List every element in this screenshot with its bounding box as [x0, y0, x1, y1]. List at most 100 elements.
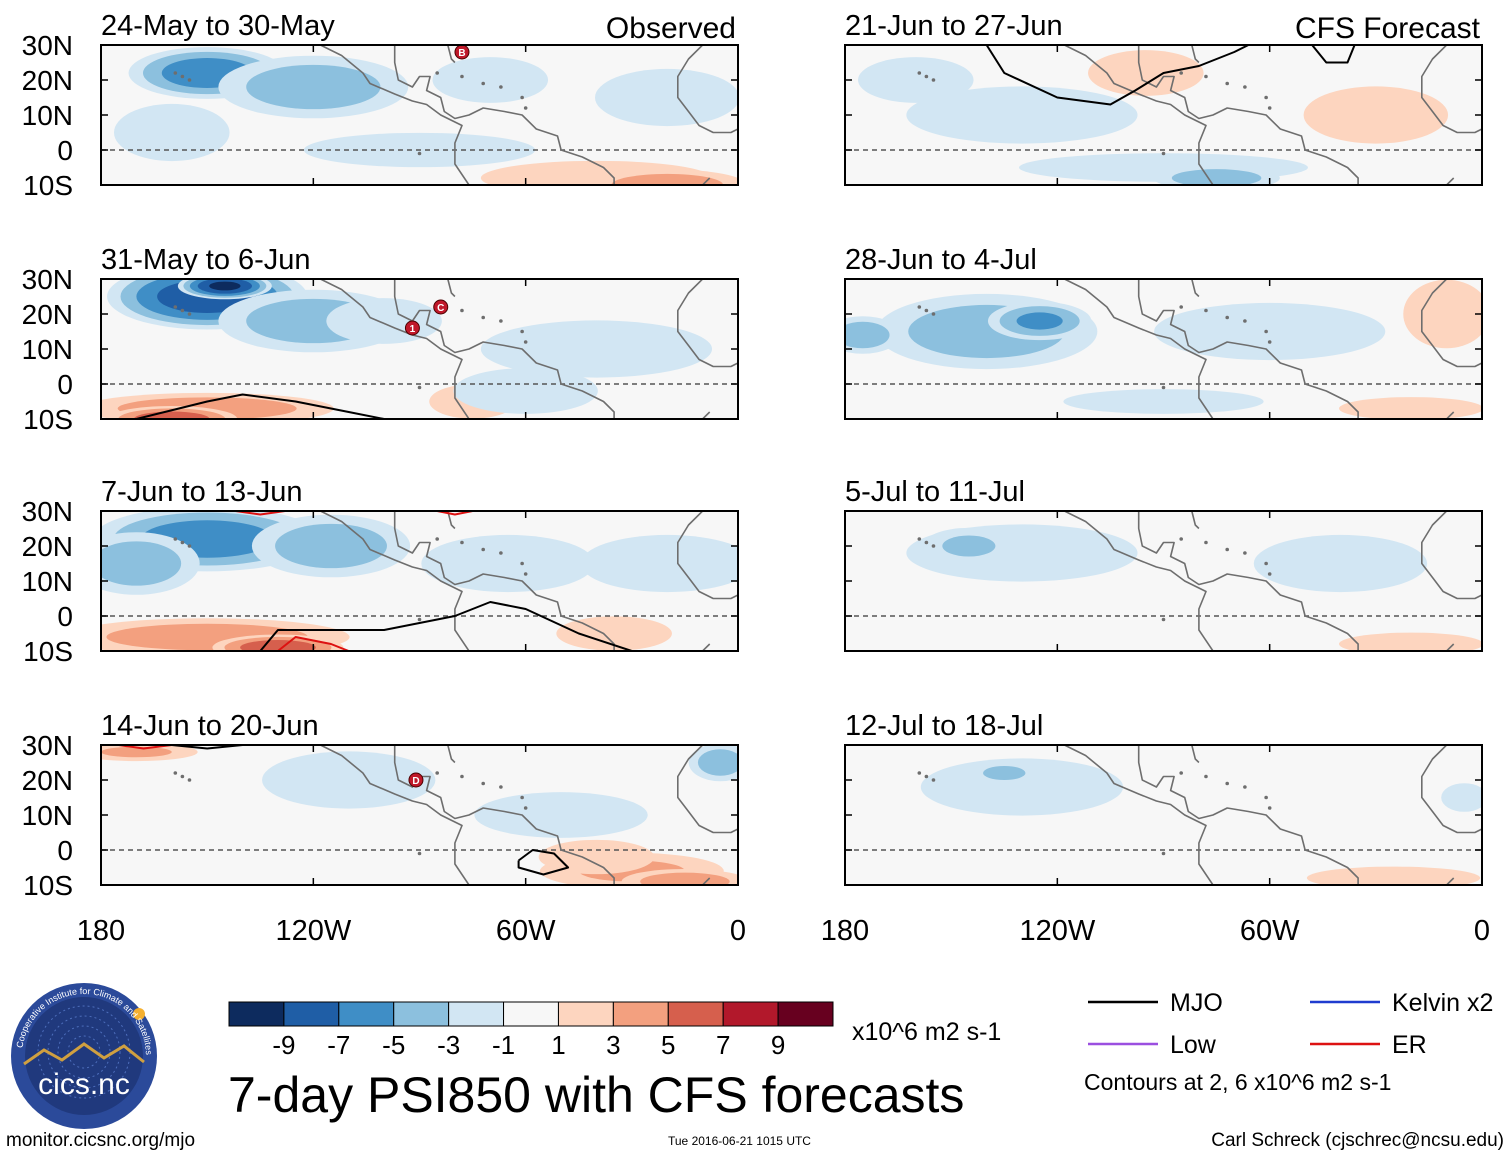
island-6 — [924, 540, 929, 545]
island-3 — [1243, 85, 1247, 89]
island-1 — [460, 308, 464, 313]
island-5 — [1267, 106, 1272, 110]
island-5 — [523, 340, 528, 344]
colorbar-tick-label: 9 — [771, 1030, 785, 1060]
anomaly-blob-2 — [101, 746, 172, 758]
island-5 — [523, 106, 528, 110]
coastline-1 — [393, 45, 615, 185]
logo-ring-2 — [47, 1015, 121, 1089]
observed-label: Observed — [606, 12, 736, 45]
anomaly-blob-3 — [1088, 50, 1204, 96]
colorbar-swatch-7 — [612, 1001, 669, 1027]
anomaly-blob-1 — [983, 766, 1026, 780]
coastline-3 — [1421, 745, 1482, 834]
footer-url[interactable]: monitor.cicsnc.org/mjo — [6, 1130, 196, 1151]
colorbar-swatch-1 — [283, 1001, 340, 1027]
island-6 — [924, 74, 929, 79]
anomaly-blob-1 — [942, 535, 996, 557]
panel-field — [101, 511, 738, 651]
anomaly-blob-5 — [1339, 397, 1482, 419]
island-8 — [917, 771, 922, 775]
panel-date-range: 24-May to 30-May — [101, 10, 335, 42]
anomaly-blob-1 — [1016, 312, 1063, 330]
coastline-3 — [1421, 511, 1482, 600]
panel-date-range: 14-Jun to 20-Jun — [101, 710, 319, 742]
island-2 — [481, 315, 486, 320]
logo-sun — [133, 1008, 145, 1020]
colorbar-swatch-8 — [667, 1001, 724, 1027]
colorbar-swatch-4 — [448, 1001, 505, 1027]
coastline-0 — [320, 45, 470, 185]
storm-label: D — [412, 776, 419, 787]
wave-contour-2 — [118, 745, 172, 750]
island-7 — [931, 312, 936, 316]
wave-contour-1 — [1311, 45, 1356, 64]
coastline-3 — [677, 45, 738, 134]
panel-field — [845, 279, 1482, 419]
coastline-0 — [320, 745, 470, 885]
legend-item-mjo: MJO — [1088, 989, 1223, 1017]
anomaly-blob-5 — [133, 411, 210, 419]
island-5 — [1267, 806, 1272, 810]
island-2 — [481, 781, 486, 786]
island-9 — [417, 151, 422, 156]
storm-marker-0: D — [408, 772, 424, 788]
anomaly-blob-2 — [101, 541, 182, 586]
colorbar-tick-label: 3 — [606, 1030, 620, 1060]
y-tick-label: 10S — [23, 170, 73, 201]
island-1 — [460, 774, 464, 779]
logo-mountains — [23, 1042, 145, 1066]
storm-symbol — [404, 320, 420, 336]
anomaly-blob-6 — [580, 534, 738, 593]
anomaly-blob-1 — [209, 281, 241, 291]
wave-contour-1 — [277, 636, 350, 651]
anomaly-blob-2 — [1306, 866, 1481, 885]
wave-contour-0 — [517, 849, 570, 876]
panel-date-range: 21-Jun to 27-Jun — [845, 10, 1063, 42]
island-2 — [481, 81, 486, 86]
island-9 — [417, 617, 422, 622]
y-tick-label: 10S — [23, 636, 73, 667]
panel-fc4: 12-Jul to 18-Jul — [844, 710, 1483, 886]
colorbar-swatch-10 — [777, 1001, 834, 1027]
anomaly-blob-3 — [432, 57, 549, 103]
island-7 — [931, 544, 936, 548]
contour-note: Contours at 2, 6 x10^6 m2 s-1 — [1084, 1069, 1391, 1095]
panel-fc3: 5-Jul to 11-Jul — [844, 476, 1483, 652]
island-0 — [1179, 537, 1183, 541]
panel-field — [845, 45, 1482, 185]
y-tick-label: 0 — [57, 369, 73, 400]
island-4 — [1264, 95, 1268, 100]
colorbar-tick-label: 7 — [716, 1030, 730, 1060]
anomaly-blob-4 — [1403, 279, 1482, 349]
x-tick-label: 60W — [1240, 915, 1300, 947]
anomaly-blob-4 — [640, 872, 730, 885]
wave-contour-3 — [437, 511, 473, 516]
panel-obs1: B 30N 20N 10N 0 10S 24-May to 30-May Observed — [22, 10, 739, 201]
coastline-3 — [677, 279, 738, 368]
anomaly-blob-6 — [611, 173, 724, 185]
island-5 — [1267, 340, 1272, 344]
coastline-3 — [677, 511, 738, 600]
logo-ring-1 — [57, 1025, 111, 1079]
island-2 — [1225, 781, 1229, 786]
coastline-0 — [1064, 745, 1214, 885]
island-4 — [1264, 795, 1268, 800]
anomaly-blob-3 — [1154, 302, 1386, 361]
y-tick-label: 30N — [22, 30, 73, 61]
colorbar-tick-label: 1 — [551, 1030, 565, 1060]
wave-contour-0 — [136, 393, 385, 419]
logo-ring-0 — [67, 1035, 101, 1069]
footer-author[interactable]: Carl Schreck (cjschrec@ncsu.edu) — [1211, 1130, 1504, 1151]
island-8 — [917, 537, 922, 541]
island-9 — [1161, 617, 1166, 622]
anomaly-blob-6 — [697, 749, 738, 776]
island-1 — [460, 74, 464, 79]
island-4 — [1264, 561, 1268, 566]
y-tick-label: 10S — [23, 870, 73, 901]
coastline-2 — [1191, 45, 1200, 64]
wave-contour-2 — [235, 511, 286, 516]
colorbar-swatch-6 — [557, 1001, 614, 1027]
